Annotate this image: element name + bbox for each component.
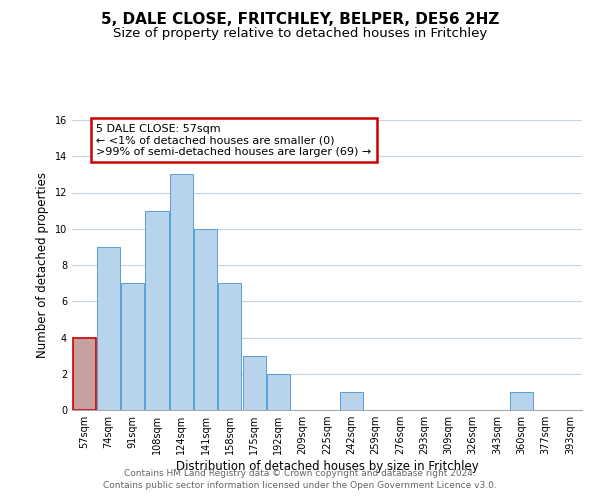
- Bar: [170, 174, 193, 410]
- Bar: [340, 392, 363, 410]
- Bar: [218, 283, 241, 410]
- X-axis label: Distribution of detached houses by size in Fritchley: Distribution of detached houses by size …: [176, 460, 478, 473]
- Text: 5 DALE CLOSE: 57sqm
← <1% of detached houses are smaller (0)
>99% of semi-detach: 5 DALE CLOSE: 57sqm ← <1% of detached ho…: [96, 124, 371, 157]
- Bar: [242, 356, 266, 410]
- Text: 5, DALE CLOSE, FRITCHLEY, BELPER, DE56 2HZ: 5, DALE CLOSE, FRITCHLEY, BELPER, DE56 2…: [101, 12, 499, 28]
- Bar: [267, 374, 290, 410]
- Bar: [73, 338, 95, 410]
- Bar: [97, 247, 120, 410]
- Text: Size of property relative to detached houses in Fritchley: Size of property relative to detached ho…: [113, 28, 487, 40]
- Bar: [194, 229, 217, 410]
- Text: Contains public sector information licensed under the Open Government Licence v3: Contains public sector information licen…: [103, 481, 497, 490]
- Bar: [121, 283, 144, 410]
- Bar: [510, 392, 533, 410]
- Y-axis label: Number of detached properties: Number of detached properties: [36, 172, 49, 358]
- Text: Contains HM Land Registry data © Crown copyright and database right 2024.: Contains HM Land Registry data © Crown c…: [124, 468, 476, 477]
- Bar: [145, 210, 169, 410]
